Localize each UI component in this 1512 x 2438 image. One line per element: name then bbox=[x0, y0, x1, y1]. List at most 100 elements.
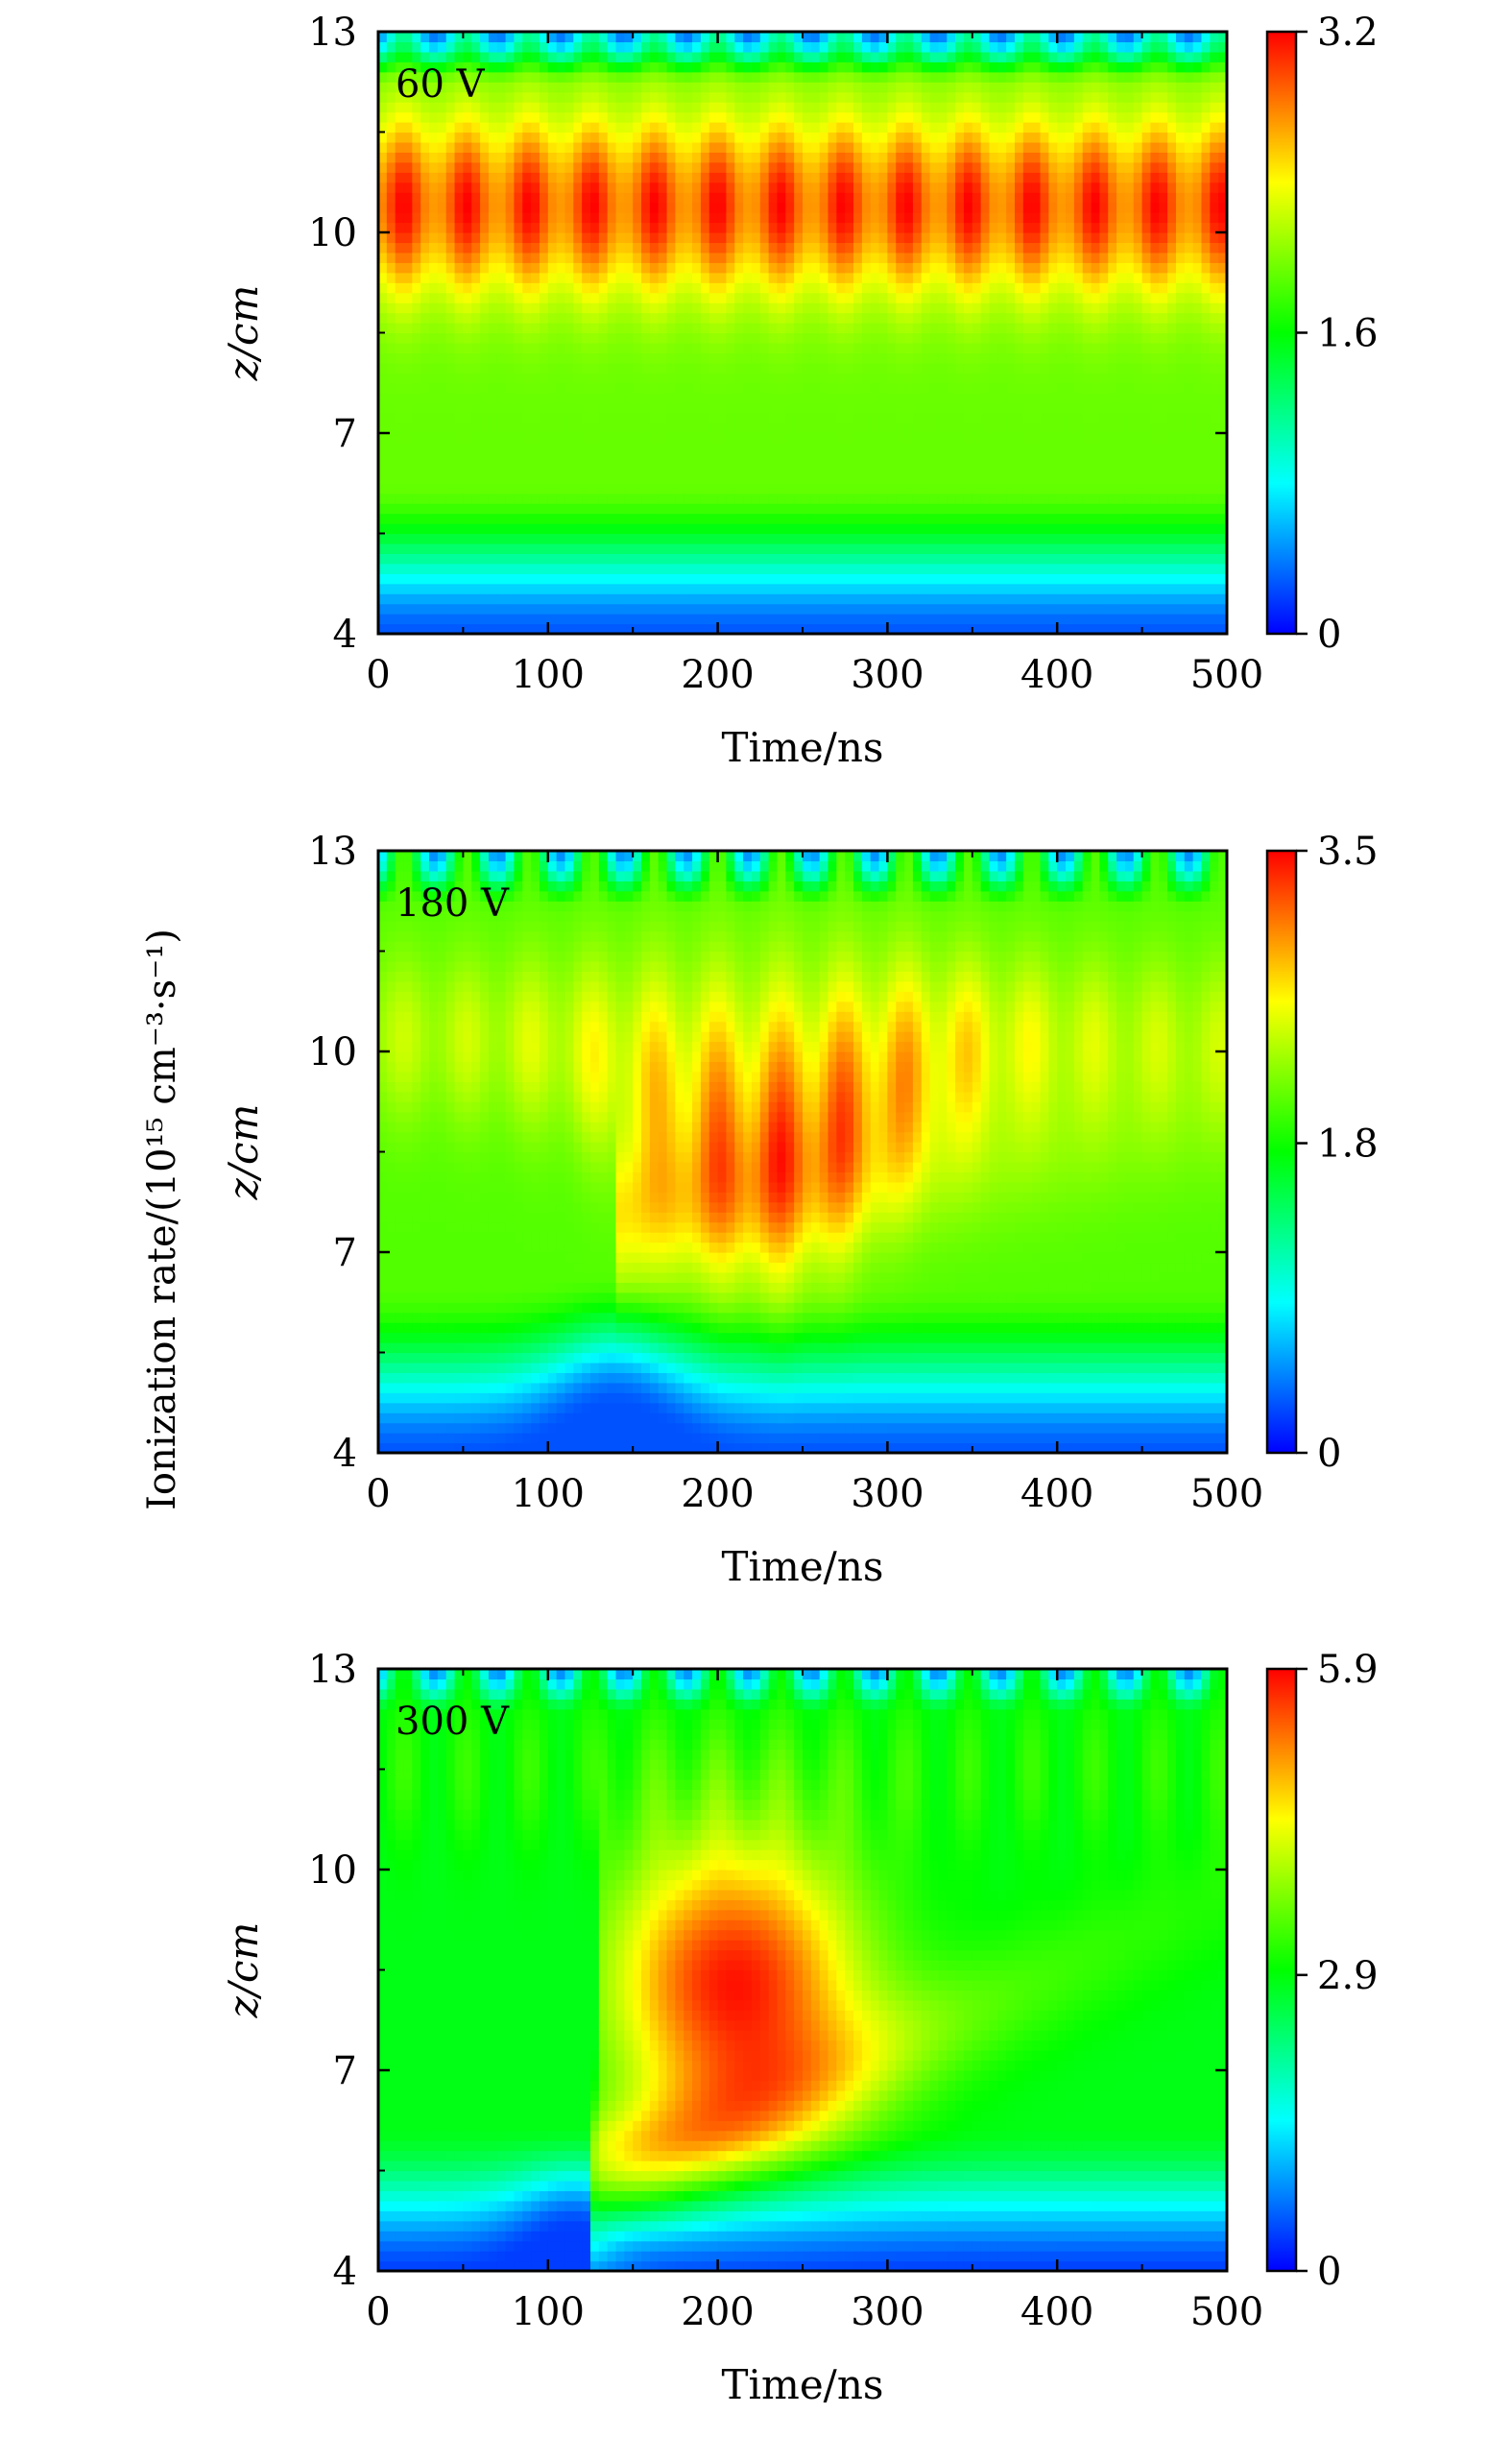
heatmap-cell bbox=[759, 593, 770, 605]
heatmap-cell bbox=[615, 41, 625, 53]
heatmap-cell bbox=[480, 91, 490, 103]
heatmap-cell bbox=[658, 413, 668, 424]
heatmap-cell bbox=[938, 623, 948, 635]
heatmap-cell bbox=[429, 543, 439, 554]
heatmap-cell bbox=[684, 382, 693, 394]
heatmap-cell bbox=[921, 202, 931, 213]
heatmap-cell bbox=[861, 393, 872, 404]
heatmap-cell bbox=[759, 51, 770, 62]
heatmap-cell bbox=[539, 141, 549, 153]
heatmap-cell bbox=[700, 523, 710, 535]
heatmap-cell bbox=[929, 513, 940, 524]
heatmap-cell bbox=[641, 323, 651, 334]
heatmap-cell bbox=[828, 362, 837, 374]
heatmap-cell bbox=[734, 563, 744, 574]
heatmap-cell bbox=[912, 152, 923, 163]
heatmap-cell bbox=[743, 523, 753, 535]
heatmap-cell bbox=[751, 262, 761, 274]
heatmap-cell bbox=[514, 122, 523, 133]
heatmap-cell bbox=[505, 192, 516, 204]
heatmap-cell bbox=[598, 402, 609, 414]
heatmap-cell bbox=[972, 51, 982, 62]
heatmap-cell bbox=[412, 433, 421, 445]
heatmap-cell bbox=[810, 141, 821, 153]
heatmap-cell bbox=[803, 292, 812, 303]
heatmap-cell bbox=[531, 603, 540, 615]
heatmap-cell bbox=[624, 202, 634, 213]
heatmap-cell bbox=[980, 292, 991, 303]
heatmap-cell bbox=[887, 71, 897, 83]
heatmap-cell bbox=[590, 51, 600, 62]
heatmap-cell bbox=[794, 433, 804, 445]
heatmap-cell bbox=[887, 483, 897, 495]
heatmap-cell bbox=[777, 161, 786, 173]
heatmap-cell bbox=[980, 192, 991, 204]
heatmap-cell bbox=[437, 503, 447, 515]
heatmap-cell bbox=[734, 32, 744, 43]
heatmap-cell bbox=[759, 82, 770, 93]
heatmap-cell bbox=[1057, 302, 1067, 314]
heatmap-cell bbox=[1015, 493, 1024, 504]
heatmap-cell bbox=[861, 433, 872, 445]
heatmap-cell bbox=[514, 352, 523, 364]
heatmap-cell bbox=[1040, 472, 1049, 484]
heatmap-cell bbox=[845, 51, 854, 62]
heatmap-cell bbox=[658, 111, 668, 123]
heatmap-cell bbox=[590, 212, 600, 224]
heatmap-cell bbox=[904, 323, 914, 334]
heatmap-cell bbox=[1022, 82, 1033, 93]
heatmap-cell bbox=[708, 122, 719, 133]
heatmap-cell bbox=[641, 443, 651, 454]
heatmap-cell bbox=[777, 614, 786, 625]
heatmap-cell bbox=[429, 573, 439, 585]
heatmap-cell bbox=[615, 252, 625, 263]
heatmap-cell bbox=[547, 102, 558, 113]
heatmap-cell bbox=[912, 513, 923, 524]
heatmap-cell bbox=[496, 413, 507, 424]
heatmap-cell bbox=[955, 302, 965, 314]
heatmap-cell bbox=[794, 443, 804, 454]
heatmap-cell bbox=[878, 202, 888, 213]
heatmap-cell bbox=[582, 141, 591, 153]
heatmap-cell bbox=[590, 433, 600, 445]
heatmap-cell bbox=[870, 232, 880, 244]
heatmap-cell bbox=[938, 152, 948, 163]
heatmap-cell bbox=[980, 493, 991, 504]
heatmap-cell bbox=[717, 373, 728, 384]
heatmap-cell bbox=[810, 152, 821, 163]
heatmap-cell bbox=[777, 242, 786, 253]
heatmap-cell bbox=[853, 272, 863, 283]
heatmap-cell bbox=[768, 393, 779, 404]
heatmap-cell bbox=[666, 312, 676, 324]
heatmap-cell bbox=[564, 382, 574, 394]
heatmap-cell bbox=[471, 292, 481, 303]
heatmap-cell bbox=[972, 262, 982, 274]
heatmap-cell bbox=[955, 373, 965, 384]
heatmap-cell bbox=[437, 242, 447, 253]
heatmap-cell bbox=[445, 513, 456, 524]
heatmap-cell bbox=[590, 533, 600, 544]
heatmap-cell bbox=[828, 41, 837, 53]
heatmap-cell bbox=[615, 614, 625, 625]
heatmap-cell bbox=[819, 41, 829, 53]
heatmap-cell bbox=[989, 493, 998, 504]
heatmap-cell bbox=[870, 352, 880, 364]
heatmap-cell bbox=[539, 352, 549, 364]
heatmap-cell bbox=[463, 362, 472, 374]
heatmap-cell bbox=[564, 483, 574, 495]
heatmap-cell bbox=[1040, 61, 1049, 73]
heatmap-cell bbox=[929, 623, 940, 635]
heatmap-cell bbox=[1031, 472, 1042, 484]
heatmap-cell bbox=[700, 362, 710, 374]
heatmap-cell bbox=[692, 373, 702, 384]
heatmap-cell bbox=[938, 312, 948, 324]
heatmap-cell bbox=[980, 503, 991, 515]
heatmap-cell bbox=[828, 141, 837, 153]
heatmap-cell bbox=[556, 373, 566, 384]
heatmap-cell bbox=[726, 583, 735, 594]
heatmap-cell bbox=[463, 41, 472, 53]
heatmap-cell bbox=[607, 603, 617, 615]
heatmap-cell bbox=[505, 312, 516, 324]
heatmap-cell bbox=[514, 141, 523, 153]
heatmap-cell bbox=[454, 402, 464, 414]
